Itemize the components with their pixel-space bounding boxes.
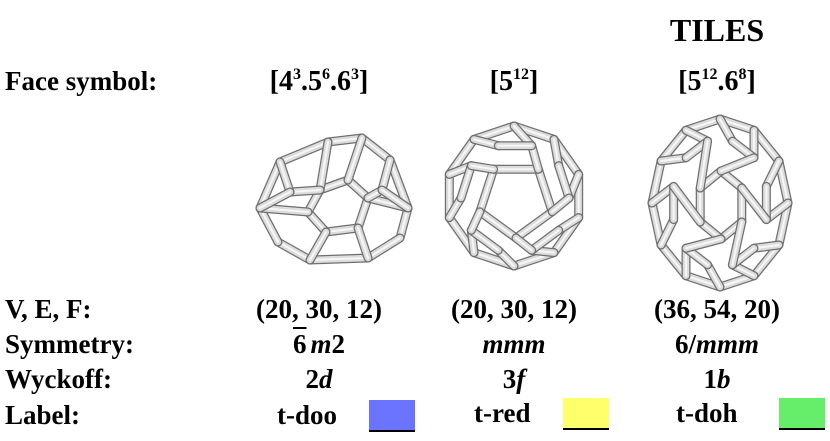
vef-label: V, E, F:: [5, 294, 92, 324]
symmetry-label: Symmetry:: [5, 329, 134, 359]
vef-t-red: (20, 30, 12): [451, 294, 577, 324]
symmetry-t-doo: 6 m2: [292, 329, 346, 359]
t-doh-color-swatch: [779, 398, 825, 430]
wyckoff-label: Wyckoff:: [5, 364, 112, 394]
wyckoff-t-doh: 1b: [703, 364, 731, 394]
label-t-doh: t-doh: [676, 398, 738, 428]
t-doh-polyhedron-image: [647, 114, 793, 292]
t-red-color-swatch: [563, 398, 609, 430]
face-symbol-t-doo: [43.56.63]: [269, 66, 369, 97]
symmetry-t-red: mmm: [482, 329, 546, 359]
face-symbol-t-doh: [512.68]: [678, 66, 756, 97]
tiles-heading: TILES: [669, 12, 765, 48]
wyckoff-t-doo: 2d: [305, 364, 333, 394]
t-red-polyhedron-image: [444, 121, 584, 271]
t-doo-color-swatch: [369, 400, 415, 432]
t-doo-polyhedron-image: [255, 133, 413, 265]
label-t-red: t-red: [474, 398, 531, 428]
label-label: Label:: [5, 400, 81, 430]
symmetry-t-doh: 6/mmm: [674, 329, 760, 359]
label-t-doo: t-doo: [277, 400, 337, 430]
vef-t-doh: (36, 54, 20): [654, 294, 780, 324]
face-symbol-label: Face symbol:: [5, 66, 158, 96]
vef-t-doo: (20, 30, 12): [256, 294, 382, 324]
face-symbol-t-red: [512]: [489, 66, 539, 97]
wyckoff-t-red: 3f: [502, 364, 526, 394]
